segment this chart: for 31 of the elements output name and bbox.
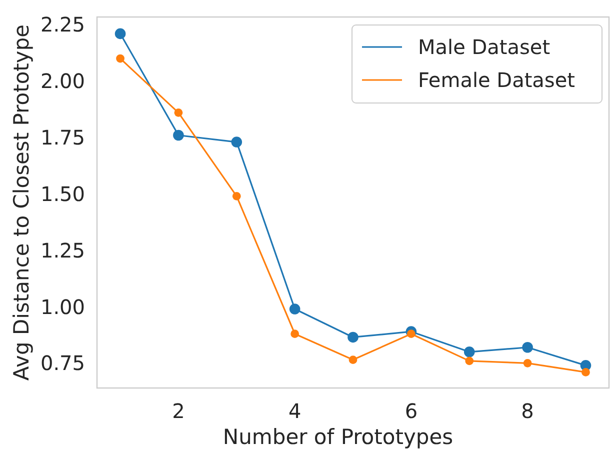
y-tick-label: 2.00 [40,69,85,94]
y-tick-label: 1.00 [40,294,85,319]
point [289,304,300,314]
x-tick-label: 4 [288,399,302,423]
point [348,356,358,364]
point [232,192,241,200]
point [582,368,590,376]
x-tick-label: 6 [404,399,418,423]
point [116,54,124,63]
point [290,330,300,338]
point [114,28,126,40]
point [348,332,358,343]
point [231,136,242,148]
legend-label: Female Dataset [418,68,576,92]
y-tick-label: 1.50 [40,182,85,206]
y-tick-label: 1.75 [40,126,85,150]
point [523,358,532,368]
x-tick-label: 2 [172,399,185,423]
point [465,356,474,366]
x-tick-label: 8 [521,399,534,423]
point [406,330,416,338]
point [174,108,183,117]
legend-label: Male Dataset [418,35,550,59]
y-tick-label: 1.25 [40,238,85,262]
point [522,342,533,353]
point [464,346,475,358]
point [173,130,184,141]
y-tick-label: 2.25 [40,12,85,37]
y-axis-title: Avg Distance to Closest Prototype [9,24,34,381]
x-axis-title: Number of Prototypes [222,425,454,449]
y-tick-label: 0.75 [40,351,85,376]
